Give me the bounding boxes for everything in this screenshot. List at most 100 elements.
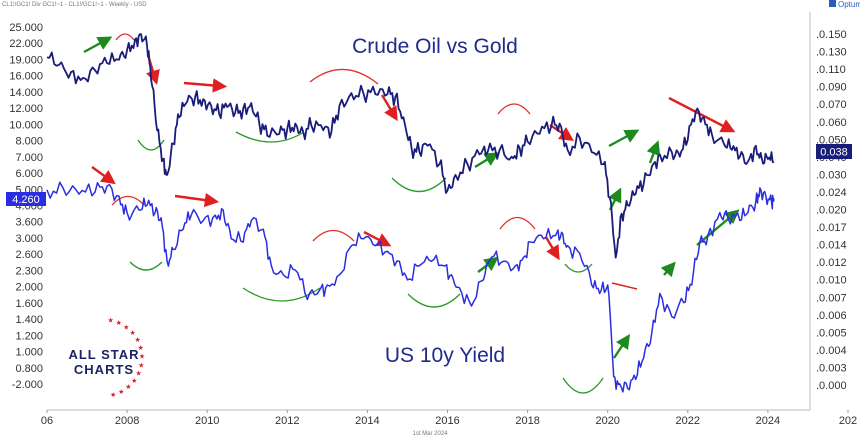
right-tick-label: .0.030 xyxy=(816,169,847,181)
trend-arrow-down xyxy=(549,124,574,141)
bottom-arc xyxy=(391,177,447,192)
logo-star: ★ xyxy=(125,383,131,391)
top-arc xyxy=(111,195,145,206)
logo-star: ★ xyxy=(118,388,124,396)
left-tick-label: 1.000 xyxy=(15,347,43,359)
series-line-us-10y-yield xyxy=(46,181,775,393)
bottom-arc xyxy=(407,293,461,308)
last-value-yield: 4.260 xyxy=(6,192,46,206)
x-tick-label: 2022 xyxy=(676,415,700,427)
left-tick-label: 0.800 xyxy=(15,363,43,375)
logo-star: ★ xyxy=(131,377,137,385)
left-tick-label: 19.000 xyxy=(9,54,43,66)
right-tick-label: .0.003 xyxy=(816,362,847,374)
all-star-charts-logo: ★ ★★★★★★★★★★★★ ALL STAR CHARTS xyxy=(68,317,145,399)
right-tick-label: .0.010 xyxy=(816,275,847,287)
left-tick-label: 1.200 xyxy=(15,330,43,342)
x-tick-label: 06 xyxy=(41,415,53,427)
bottom-arc xyxy=(242,287,321,302)
chart-title: Crude Oil vs Gold xyxy=(352,35,518,58)
left-tick-label: 16.000 xyxy=(9,71,43,83)
right-tick-label: .0.012 xyxy=(816,257,847,269)
left-tick-label: 25.000 xyxy=(9,22,43,34)
trend-arrow-down xyxy=(91,166,116,185)
x-tick-label: 2016 xyxy=(435,415,459,427)
right-tick-label: .0.014 xyxy=(816,240,847,252)
bottom-arc xyxy=(137,139,165,151)
logo-star: ★ xyxy=(138,361,144,369)
left-tick-label: 10.000 xyxy=(9,119,43,131)
trend-arrow-up xyxy=(608,129,640,148)
x-axis: 06 2008 2010 2012 2014 2016 2018 2020 2022 2024 20… xyxy=(41,410,857,427)
chart-frame xyxy=(47,12,811,411)
chart-header: CL1!/GC1! Div GC1!~1 - CL1!/GC1!~1 - Wee… xyxy=(2,2,147,8)
left-tick-label: 3.600 xyxy=(15,217,43,229)
top-arc xyxy=(312,229,355,242)
trend-arrow-down xyxy=(544,236,560,261)
top-arc xyxy=(499,216,536,230)
trend-arrow-up xyxy=(660,261,676,278)
resistance-line xyxy=(611,282,638,290)
trend-arrow-up xyxy=(646,140,661,164)
bottom-arc xyxy=(129,261,163,271)
right-tick-label: .0.006 xyxy=(816,310,847,322)
right-tick-label: .0.004 xyxy=(816,345,847,357)
x-tick-label: 2018 xyxy=(515,415,539,427)
right-tick-label: .0.130 xyxy=(816,47,847,59)
logo-star: ★ xyxy=(110,391,116,399)
left-tick-label: 22.000 xyxy=(9,38,43,50)
chart-subtitle: US 10y Yield xyxy=(385,344,505,367)
left-tick-label: 7.000 xyxy=(15,152,43,164)
annotations xyxy=(83,33,740,394)
top-arc xyxy=(115,33,135,41)
right-tick-label: .0.000 xyxy=(816,380,847,392)
x-tick-label: 2012 xyxy=(275,415,299,427)
right-tick-label: .0.007 xyxy=(816,292,847,304)
left-tick-label: 14.000 xyxy=(9,87,43,99)
trend-arrow-down xyxy=(363,230,392,247)
logo-star: ★ xyxy=(138,344,144,352)
right-axis: .0.150 .0.130 .0.110 .0.090 .0.070 .0.060 .0.0… xyxy=(816,29,847,392)
logo-star: ★ xyxy=(116,319,122,327)
last-value-oil-gold: 0.038 xyxy=(816,144,852,159)
left-tick-label: 8.000 xyxy=(15,136,43,148)
bottom-arc xyxy=(562,377,604,394)
last-value-yield-text: 4.260 xyxy=(12,194,40,206)
left-tick-label: 2.600 xyxy=(15,249,43,261)
left-tick-label: 2.000 xyxy=(15,282,43,294)
right-tick-label: .0.020 xyxy=(816,205,847,217)
trend-arrow-right xyxy=(174,192,220,208)
logo-star-arc: ★ ★★★★★★★★★★★★ xyxy=(107,317,145,399)
trend-arrow-right xyxy=(183,78,228,93)
provider-logo: Optuma xyxy=(829,0,860,9)
trend-arrow-up xyxy=(474,152,500,169)
left-tick-label: -2.000 xyxy=(12,379,43,391)
top-arc xyxy=(309,68,379,85)
trend-arrow-down xyxy=(380,94,398,122)
x-tick-label: 2014 xyxy=(355,415,379,427)
left-tick-label: 1.400 xyxy=(15,314,43,326)
right-tick-label: .0.050 xyxy=(816,134,847,146)
right-tick-label: .0.110 xyxy=(816,64,846,76)
left-tick-label: 12.000 xyxy=(9,103,43,115)
logo-star: ★ xyxy=(139,353,145,361)
trend-arrow-up xyxy=(83,36,113,54)
x-tick-label: 2024 xyxy=(756,415,780,427)
logo-text-bottom: CHARTS xyxy=(74,362,134,377)
bottom-arc xyxy=(235,131,305,143)
x-tick-label: 2020 xyxy=(595,415,619,427)
logo-text-top: ALL STAR xyxy=(68,347,139,362)
left-tick-label: 1.600 xyxy=(15,298,43,310)
top-arc xyxy=(497,103,531,115)
right-tick-label: .0.090 xyxy=(816,82,847,94)
left-tick-label: 3.000 xyxy=(15,233,43,245)
chart-footer-date: 1st Mar 2024 xyxy=(412,431,448,437)
right-tick-label: .0.070 xyxy=(816,99,847,111)
series-layer xyxy=(46,33,775,393)
left-axis: 25.000 22.000 19.000 16.000 14.000 12.000 10.0… xyxy=(9,22,43,391)
logo-star: ★ xyxy=(123,323,129,331)
x-tick-label: 2008 xyxy=(115,415,139,427)
logo-star: ★ xyxy=(130,329,136,337)
right-tick-label: .0.005 xyxy=(816,327,847,339)
